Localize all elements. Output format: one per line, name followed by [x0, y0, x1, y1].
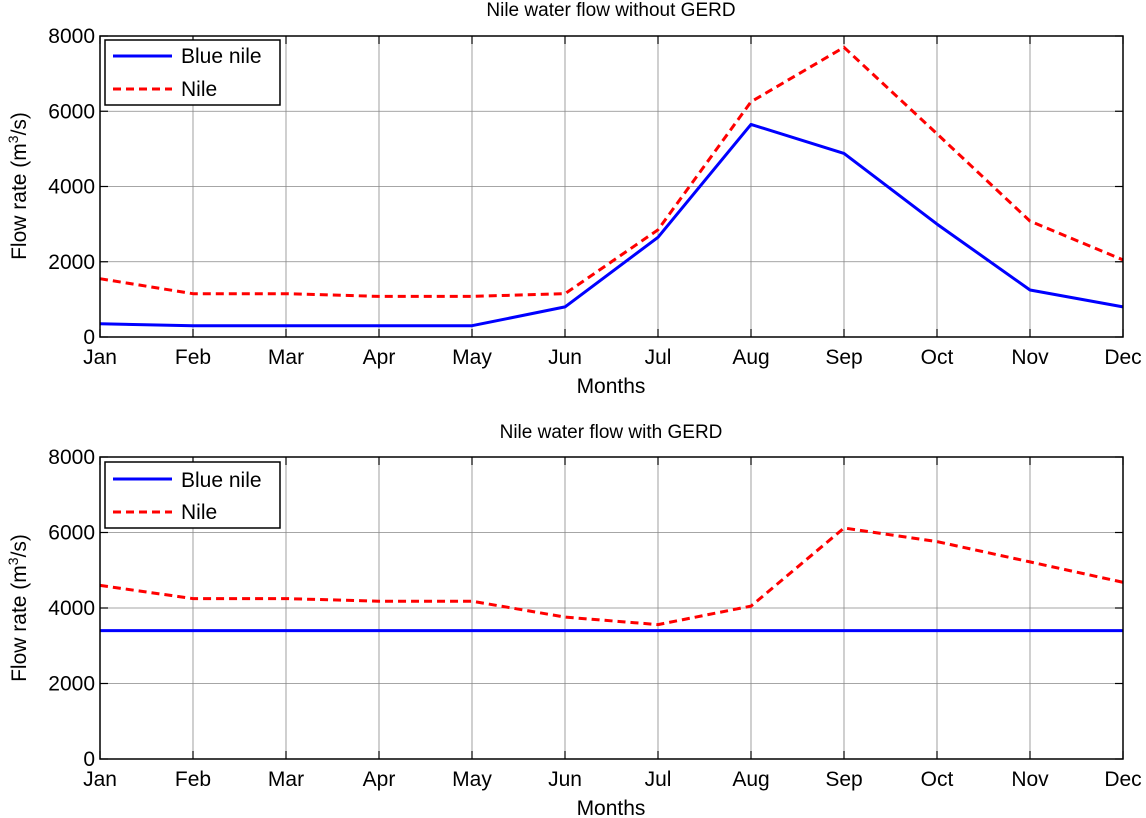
x-tick-label-bottom: Dec — [1104, 768, 1141, 791]
x-tick-label-bottom: Oct — [921, 768, 954, 791]
y-tick-label-top: 4000 — [48, 176, 95, 199]
y-tick-label-top: 2000 — [48, 251, 95, 274]
x-tick-label-bottom: May — [452, 768, 492, 791]
x-tick-label-top: Mar — [268, 346, 304, 369]
y-tick-label-bottom: 6000 — [48, 522, 95, 545]
x-tick-label-top: Apr — [363, 346, 396, 369]
x-tick-label-top: Jul — [645, 346, 672, 369]
y-tick-label-bottom: 4000 — [48, 597, 95, 620]
axes-box-top — [99, 35, 1124, 338]
x-tick-label-bottom: Aug — [732, 768, 769, 791]
x-tick-label-bottom: Sep — [825, 768, 862, 791]
chart-top: Nile water flow without GERD 0 2000 4000 60… — [5, 0, 1142, 398]
y-tick-label-top: 0 — [83, 326, 95, 349]
x-axis-label-bottom: Months — [577, 797, 646, 818]
x-tick-label-bottom: Jul — [645, 768, 672, 791]
series-line-nile-top — [99, 45, 1124, 298]
y-tick-labels-bottom: 0 2000 4000 6000 8000 — [48, 446, 95, 771]
series-group-top — [99, 45, 1124, 328]
y-tick-label-bottom: 8000 — [48, 446, 95, 469]
series-line-nile-bottom — [99, 526, 1124, 627]
grid-bottom — [100, 457, 1123, 759]
y-tick-labels-top: 0 2000 4000 6000 8000 — [48, 25, 95, 349]
x-tick-label-bottom: Jan — [83, 768, 117, 791]
legend-label-nile-bottom: Nile — [181, 501, 217, 524]
legend-label-blue-nile-bottom: Blue nile — [181, 469, 262, 492]
x-tick-label-top: Feb — [175, 346, 211, 369]
x-tick-label-bottom: Apr — [363, 768, 396, 791]
x-tick-label-top: Sep — [825, 346, 862, 369]
chart-title-bottom: Nile water flow with GERD — [500, 422, 723, 443]
x-tick-label-bottom: Nov — [1011, 768, 1049, 791]
y-tick-label-bottom: 0 — [83, 748, 95, 771]
legend-box-top — [104, 39, 281, 106]
x-tick-label-bottom: Feb — [175, 768, 211, 791]
y-axis-label-top: Flow rate (m3/s) — [5, 112, 31, 260]
chart-title-top: Nile water flow without GERD — [486, 0, 735, 21]
x-tick-label-top: May — [452, 346, 492, 369]
legend-top: Blue nile Nile — [104, 39, 281, 106]
y-axis-label-bottom: Flow rate (m3/s) — [5, 534, 31, 682]
chart-bottom: Nile water flow with GERD 0 2000 4000 6000 8… — [5, 422, 1142, 818]
x-tick-label-top: Nov — [1011, 346, 1049, 369]
x-tick-label-top: Oct — [921, 346, 954, 369]
x-tick-label-bottom: Mar — [268, 768, 304, 791]
x-tick-labels-bottom: Jan Feb Mar Apr May Jun Jul Aug Sep Oct Nov Dec — [83, 768, 1142, 791]
y-tick-label-top: 8000 — [48, 25, 95, 48]
x-tick-label-top: Jun — [548, 346, 582, 369]
x-tick-labels-top: Jan Feb Mar Apr May Jun Jul Aug Sep Oct Nov Dec — [83, 346, 1142, 369]
axes-box-bottom — [99, 456, 1124, 760]
series-line-blue-nile-top — [99, 122, 1124, 328]
x-tick-label-top: Dec — [1104, 346, 1141, 369]
y-tick-label-top: 6000 — [48, 100, 95, 123]
legend-label-blue-nile-top: Blue nile — [181, 45, 262, 68]
x-tick-label-bottom: Jun — [548, 768, 582, 791]
legend-bottom: Blue nile Nile — [104, 461, 281, 529]
legend-label-nile-top: Nile — [181, 78, 217, 101]
x-tick-label-top: Jan — [83, 346, 117, 369]
series-group-bottom — [99, 526, 1124, 633]
x-axis-label-top: Months — [577, 375, 646, 398]
legend-box-bottom — [104, 461, 281, 529]
x-tick-label-top: Aug — [732, 346, 769, 369]
y-tick-label-bottom: 2000 — [48, 673, 95, 696]
